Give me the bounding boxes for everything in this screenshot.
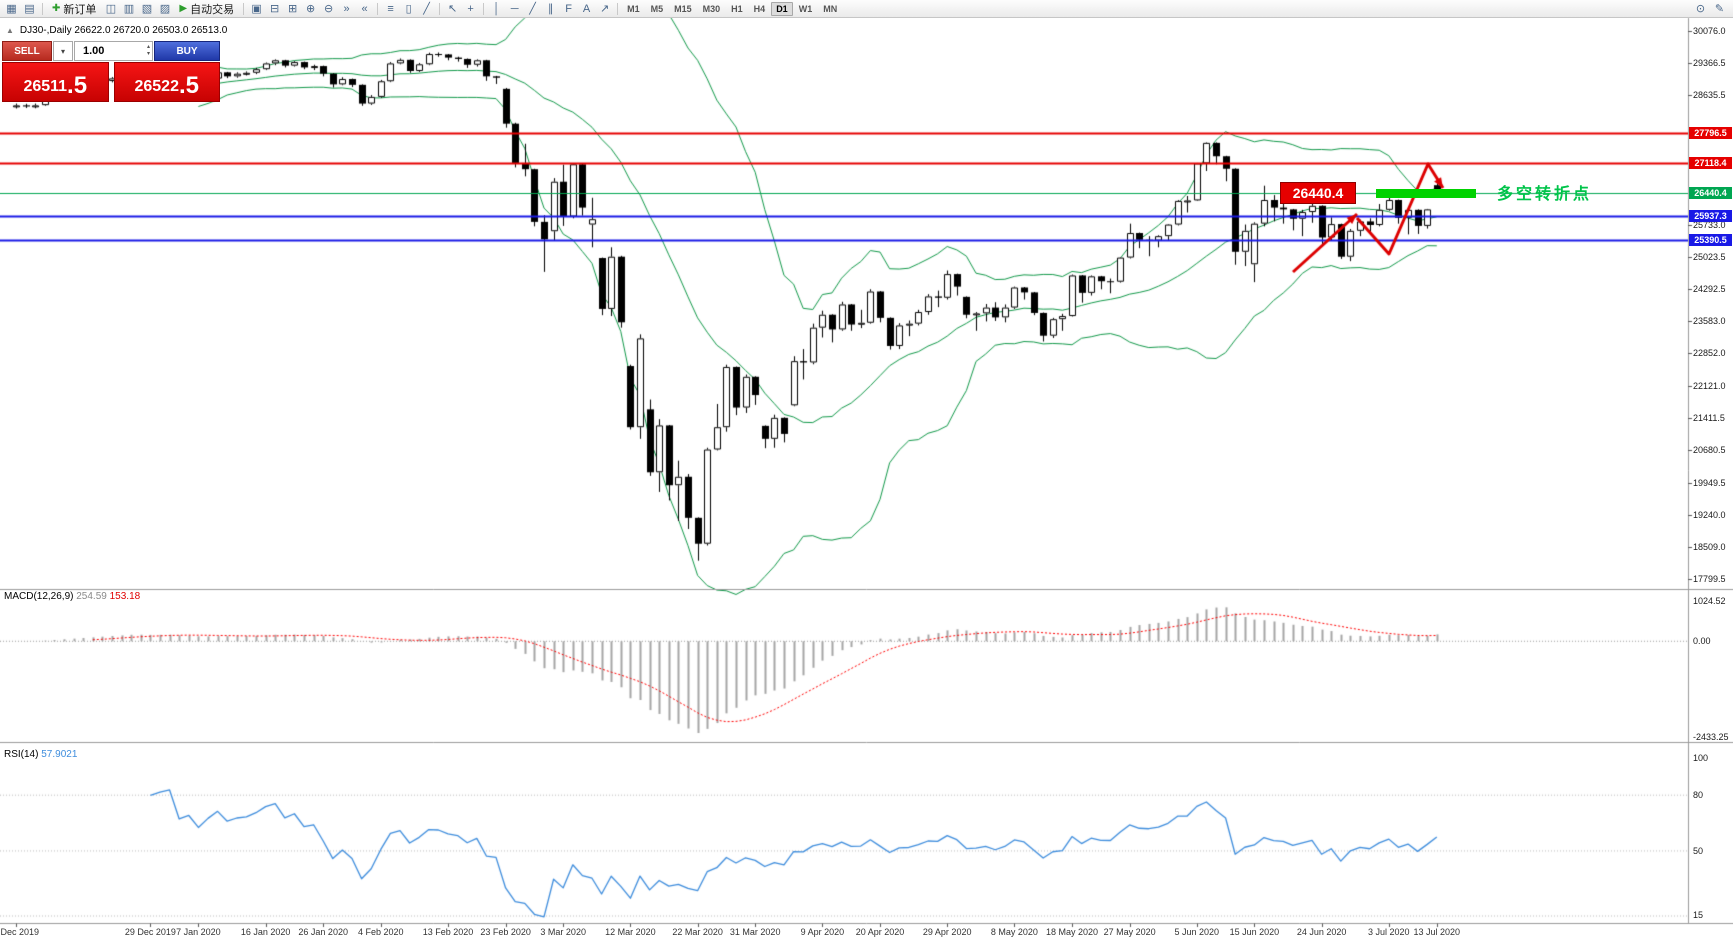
new-chart-icon[interactable]: ▦ — [6, 3, 17, 15]
auto-trading-icon: ▶ — [179, 3, 188, 14]
sell-price-display[interactable]: 26511.5 — [2, 62, 109, 102]
macd-main-value: 254.59 — [76, 591, 107, 602]
candlestick-chart-icon[interactable]: ▯ — [405, 3, 412, 15]
auto-trading-button[interactable]: ▶ 自动交易 — [174, 1, 239, 16]
auto-trading-button-label: 自动交易 — [190, 3, 235, 16]
data-window-icon[interactable]: ▥ — [123, 3, 135, 15]
price-callout[interactable]: 26440.4 — [1280, 182, 1356, 204]
new-order-button-label: 新订单 — [63, 3, 97, 16]
timeframe-h4-button[interactable]: H4 — [753, 3, 766, 14]
fibonacci-icon[interactable]: F — [565, 2, 572, 15]
volume-value: 1.00 — [83, 45, 105, 57]
buy-button[interactable]: BUY — [154, 41, 220, 61]
chevron-down-icon: ▾ — [60, 46, 65, 56]
trendline-icon[interactable]: ╱ — [529, 3, 536, 15]
highlight-bar — [1376, 189, 1476, 198]
macd-signal-value: 153.18 — [109, 591, 141, 602]
volume-field[interactable]: 1.00 ▴ ▾ — [74, 41, 153, 61]
new-order-icon: ✚ — [52, 3, 61, 14]
cascade-windows-icon[interactable]: ▣ — [251, 3, 262, 15]
trade-controls-row: SELL ▾ 1.00 ▴ ▾ BUY — [2, 41, 220, 61]
stepper-up-icon: ▴ — [146, 44, 150, 50]
buy-price-display[interactable]: 26522.5 — [113, 62, 220, 102]
tile-vertically-icon[interactable]: ⊞ — [287, 3, 298, 15]
turning-point-label: 多空转折点 — [1497, 186, 1593, 203]
trade-price-row: 26511.5 26522.5 — [2, 62, 220, 102]
sell-price-frac: .5 — [67, 72, 88, 99]
order-type-dropdown[interactable]: ▾ — [53, 41, 73, 61]
timeframe-mn-button[interactable]: MN — [823, 3, 838, 14]
pencil-icon[interactable]: ✎ — [1714, 3, 1725, 15]
crosshair-icon[interactable]: + — [467, 2, 474, 15]
bar-chart-icon[interactable]: ≡ — [387, 2, 394, 15]
toolbar: ▦ ▤ ✚ 新订单 ◫ ▥ ▧ ▨ ▶ 自动交易 ▣ ⊟ ⊞ ⊕ ⊖» «≡ ▯ ╱ ↖ + │ ─ ╱ ∥ F A ↗ M1 M5 M1… — [0, 0, 1733, 18]
market-watch-icon[interactable]: ◫ — [105, 3, 117, 15]
macd-name: MACD(12,26,9) — [4, 591, 74, 602]
tile-horizontally-icon[interactable]: ⊟ — [269, 3, 280, 15]
zoom-out-icon[interactable]: ⊖ — [323, 3, 334, 15]
search-icon[interactable]: ⊙ — [1695, 3, 1706, 15]
equidistant-channel-icon[interactable]: ∥ — [547, 3, 554, 15]
arrows-tool-icon[interactable]: ↗ — [599, 3, 610, 15]
new-order-button[interactable]: ✚ 新订单 — [47, 1, 101, 16]
horizontal-line-icon[interactable]: ─ — [510, 2, 519, 15]
one-click-trading-panel: SELL ▾ 1.00 ▴ ▾ BUY 26511.5 26522.5 — [2, 41, 220, 102]
timeframe-w1-button[interactable]: W1 — [798, 3, 813, 14]
auto-scroll-icon[interactable]: » — [343, 2, 350, 15]
toolbar-left-group: ▦ ▤ ✚ 新订单 ◫ ▥ ▧ ▨ ▶ 自动交易 ▣ ⊟ ⊞ ⊕ ⊖» «≡ ▯ ╱ ↖ + │ ─ ╱ ∥ F A ↗ M1 M5 M1… — [3, 1, 842, 16]
toolbar-separator — [617, 2, 619, 15]
toolbar-separator — [377, 2, 379, 15]
buy-price-main: 26522 — [134, 78, 179, 95]
timeframe-m1-button[interactable]: M1 — [627, 3, 640, 14]
chart-profiles-icon[interactable]: ▤ — [24, 3, 35, 15]
vertical-line-icon[interactable]: │ — [493, 2, 501, 15]
navigator-icon[interactable]: ▧ — [141, 3, 153, 15]
volume-stepper[interactable]: ▴ ▾ — [147, 43, 150, 59]
toolbar-separator — [243, 2, 245, 15]
timeframe-h1-button[interactable]: H1 — [731, 3, 743, 14]
cursor-icon[interactable]: ↖ — [447, 3, 458, 15]
rsi-value: 57.9021 — [41, 749, 78, 760]
stepper-down-icon: ▾ — [146, 51, 150, 57]
zoom-in-icon[interactable]: ⊕ — [305, 3, 316, 15]
toolbar-right-group: ⊙ ✎ — [1692, 1, 1730, 16]
macd-indicator-label: MACD(12,26,9) 254.59 153.18 — [4, 591, 140, 602]
text-label-icon[interactable]: A — [582, 2, 591, 15]
toolbar-separator — [483, 2, 485, 15]
symbol-info-bar: ▲ DJ30-,Daily 26622.0 26720.0 26503.0 26… — [2, 24, 232, 37]
rsi-indicator-label: RSI(14) 57.9021 — [4, 749, 77, 760]
symbol-ohlc-info: DJ30-,Daily 26622.0 26720.0 26503.0 2651… — [19, 25, 228, 36]
rsi-name: RSI(14) — [4, 749, 39, 760]
sell-button[interactable]: SELL — [2, 41, 52, 61]
chart-shift-icon[interactable]: « — [361, 2, 368, 15]
timeframe-m15-button[interactable]: M15 — [674, 3, 692, 14]
one-click-collapse-button[interactable]: ▲ — [6, 26, 14, 35]
toolbar-separator — [439, 2, 441, 15]
timeframe-m30-button[interactable]: M30 — [702, 3, 721, 14]
buy-price-frac: .5 — [178, 72, 199, 99]
line-chart-icon[interactable]: ╱ — [423, 3, 430, 15]
toolbar-separator — [42, 2, 43, 15]
timeframe-d1-button[interactable]: D1 — [771, 1, 793, 16]
sell-price-main: 26511 — [23, 78, 68, 95]
timeframe-m5-button[interactable]: M5 — [650, 3, 664, 14]
terminal-icon[interactable]: ▨ — [159, 3, 171, 15]
